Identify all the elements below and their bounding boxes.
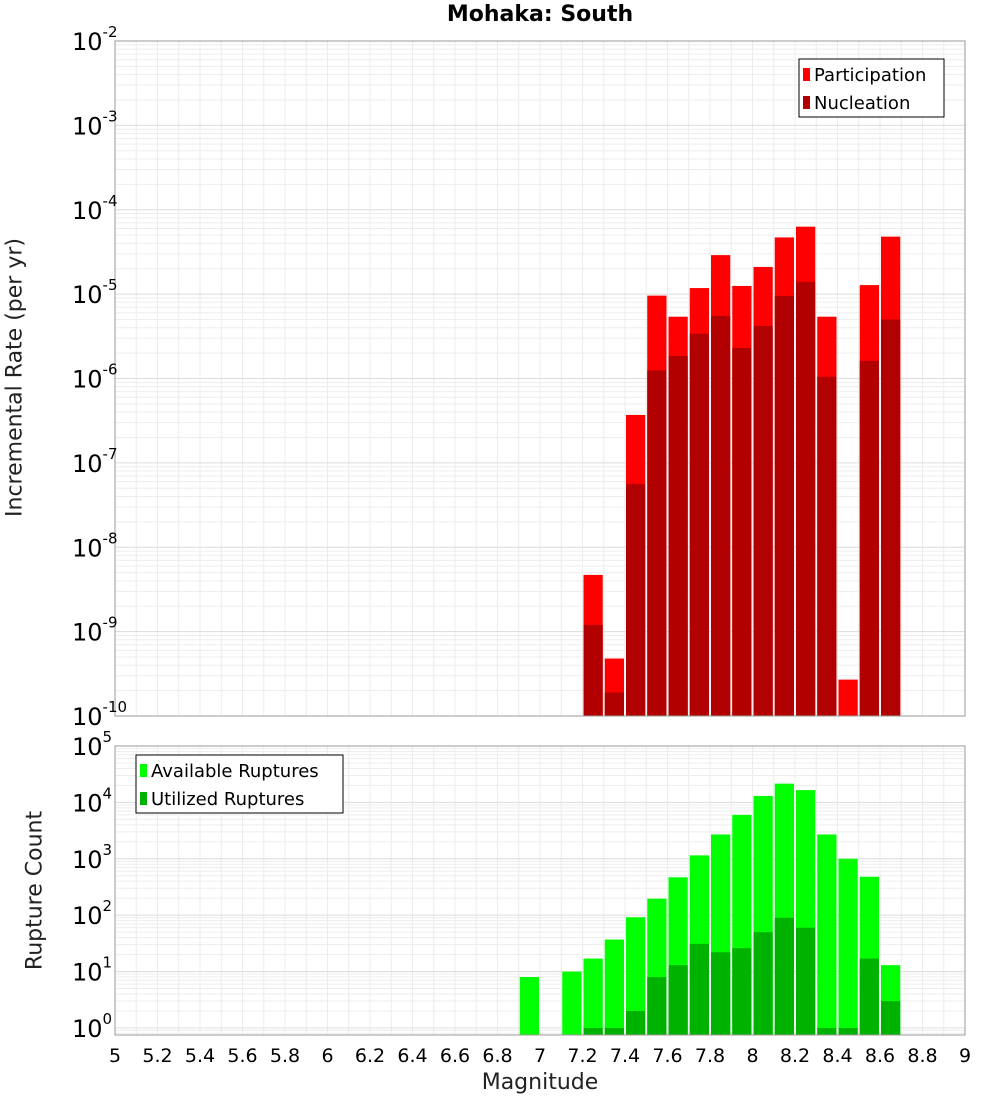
legend: Participation Nucleation	[798, 58, 945, 118]
x-tick-label: 6.8	[482, 1045, 512, 1067]
legend-swatch	[140, 764, 147, 777]
bar-nucleation-3	[647, 370, 667, 716]
bar-available-ruptures-1	[562, 971, 582, 1035]
x-tick-label: 5.8	[270, 1045, 300, 1067]
bar-utilized-ruptures-5	[647, 977, 667, 1035]
bar-utilized-ruptures-4	[626, 1010, 646, 1035]
y-tick-label: 10-7	[72, 445, 118, 478]
legend-label: Available Ruptures	[151, 761, 319, 782]
x-tick-label: 8.8	[907, 1045, 937, 1067]
bar-utilized-ruptures-2	[583, 1027, 603, 1035]
y-tick-label: 10-6	[72, 361, 118, 394]
bar-available-ruptures-2	[583, 958, 603, 1035]
x-axis-label: Magnitude	[481, 1070, 599, 1095]
bar-utilized-ruptures-7	[689, 943, 709, 1035]
rupture-count-plot: 100 101 102 103 104 105 5 5.2 5.4 5.6 5.8 6 6.2 6.4 6.…	[72, 728, 971, 1067]
bar-available-ruptures-14	[838, 858, 858, 1035]
x-tick-label: 7.2	[567, 1045, 597, 1067]
bar-utilized-ruptures-16	[881, 1001, 901, 1035]
x-tick-label: 5	[109, 1045, 121, 1067]
y-tick-label: 103	[72, 841, 112, 874]
bar-nucleation-4	[668, 355, 688, 716]
y-tick-label: 10-4	[72, 192, 118, 225]
bar-available-ruptures-4	[626, 917, 646, 1035]
bar-available-ruptures-13	[817, 834, 837, 1035]
rate-plot: 10-10 10-9 10-8 10-7 10-6 10-5 10-4 10-3 10-2 Par…	[72, 23, 966, 731]
bar-available-ruptures-3	[604, 939, 624, 1035]
x-tick-label: 7.4	[610, 1045, 640, 1067]
x-tick-label: 7	[534, 1045, 546, 1067]
bar-utilized-ruptures-9	[732, 948, 752, 1035]
y-tick-label: 102	[72, 897, 112, 930]
bar-utilized-ruptures-3	[604, 1027, 624, 1035]
bar-nucleation-6	[711, 316, 731, 716]
y-tick-label: 10-9	[72, 614, 118, 647]
legend-swatch	[140, 792, 147, 805]
x-tick-label: 8.4	[822, 1045, 852, 1067]
x-tick-label: 6.4	[397, 1045, 427, 1067]
x-tick-label: 6.6	[440, 1045, 470, 1067]
bar-utilized-ruptures-6	[668, 965, 688, 1035]
bar-nucleation-9	[774, 296, 794, 716]
bar-nucleation-1	[604, 692, 624, 716]
legend-label: Nucleation	[814, 93, 910, 114]
bar-utilized-ruptures-11	[774, 917, 794, 1035]
x-tick-label: 8.6	[865, 1045, 895, 1067]
bar-utilized-ruptures-12	[796, 927, 816, 1035]
x-tick-label: 7.6	[652, 1045, 682, 1067]
legend-swatch	[803, 96, 810, 109]
bar-nucleation-11	[817, 376, 837, 716]
legend: Available Ruptures Utilized Ruptures	[135, 754, 344, 814]
bar-utilized-ruptures-10	[753, 932, 773, 1035]
bar-nucleation-5	[689, 333, 709, 716]
x-tick-label: 6	[321, 1045, 333, 1067]
x-tick-label: 5.6	[227, 1045, 257, 1067]
x-tick-label: 8.2	[780, 1045, 810, 1067]
bar-nucleation-14	[881, 319, 901, 716]
bar-nucleation-7	[732, 347, 752, 716]
bar-nucleation-10	[796, 281, 816, 716]
x-tick-label: 9	[959, 1045, 971, 1067]
bar-utilized-ruptures-15	[859, 958, 879, 1035]
bar-participation-12	[838, 679, 858, 716]
x-tick-label: 6.2	[355, 1045, 385, 1067]
bar-nucleation-0	[583, 624, 603, 716]
x-tick-label: 7.8	[695, 1045, 725, 1067]
y-tick-label: 10-3	[72, 107, 118, 140]
y-tick-label: 10-10	[72, 698, 127, 731]
y-tick-label: 10-2	[72, 23, 118, 56]
y-tick-label: 101	[72, 954, 112, 987]
y-tick-label: 105	[72, 728, 112, 761]
bar-nucleation-8	[753, 325, 773, 716]
y-tick-label: 10-5	[72, 276, 118, 309]
bar-available-ruptures-0	[519, 977, 539, 1035]
chart-title: Mohaka: South	[446, 2, 634, 27]
bar-utilized-ruptures-8	[711, 952, 731, 1035]
legend-label: Participation	[814, 65, 926, 86]
legend-swatch	[803, 68, 810, 81]
bar-nucleation-13	[859, 360, 879, 716]
y-tick-label: 100	[72, 1010, 112, 1043]
y-tick-label: 104	[72, 784, 112, 817]
x-tick-label: 5.2	[142, 1045, 172, 1067]
x-tick-label: 5.4	[185, 1045, 215, 1067]
bar-utilized-ruptures-14	[838, 1027, 858, 1035]
y-tick-label: 10-8	[72, 529, 118, 562]
bar-nucleation-2	[626, 484, 646, 716]
bar-utilized-ruptures-13	[817, 1027, 837, 1035]
legend-label: Utilized Ruptures	[151, 789, 304, 810]
x-tick-label: 8	[746, 1045, 758, 1067]
